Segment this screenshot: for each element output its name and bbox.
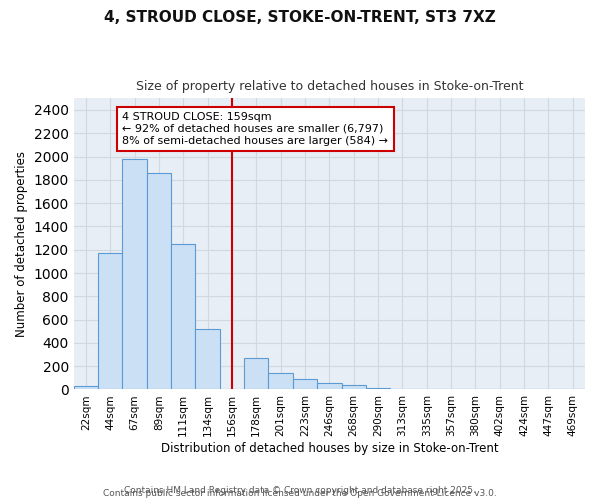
Bar bbox=[171, 244, 196, 390]
X-axis label: Distribution of detached houses by size in Stoke-on-Trent: Distribution of detached houses by size … bbox=[161, 442, 498, 455]
Text: 4, STROUD CLOSE, STOKE-ON-TRENT, ST3 7XZ: 4, STROUD CLOSE, STOKE-ON-TRENT, ST3 7XZ bbox=[104, 10, 496, 25]
Text: Contains HM Land Registry data © Crown copyright and database right 2025.: Contains HM Land Registry data © Crown c… bbox=[124, 486, 476, 495]
Text: Contains public sector information licensed under the Open Government Licence v3: Contains public sector information licen… bbox=[103, 488, 497, 498]
Y-axis label: Number of detached properties: Number of detached properties bbox=[15, 151, 28, 337]
Bar bbox=[98, 253, 122, 390]
Bar bbox=[366, 388, 390, 390]
Bar bbox=[244, 358, 268, 390]
Bar bbox=[268, 372, 293, 390]
Bar bbox=[390, 389, 415, 390]
Bar bbox=[147, 173, 171, 390]
Title: Size of property relative to detached houses in Stoke-on-Trent: Size of property relative to detached ho… bbox=[136, 80, 523, 93]
Bar bbox=[317, 383, 341, 390]
Bar bbox=[74, 386, 98, 390]
Bar bbox=[341, 385, 366, 390]
Bar bbox=[122, 159, 147, 390]
Bar bbox=[293, 379, 317, 390]
Text: 4 STROUD CLOSE: 159sqm
← 92% of detached houses are smaller (6,797)
8% of semi-d: 4 STROUD CLOSE: 159sqm ← 92% of detached… bbox=[122, 112, 388, 146]
Bar bbox=[196, 329, 220, 390]
